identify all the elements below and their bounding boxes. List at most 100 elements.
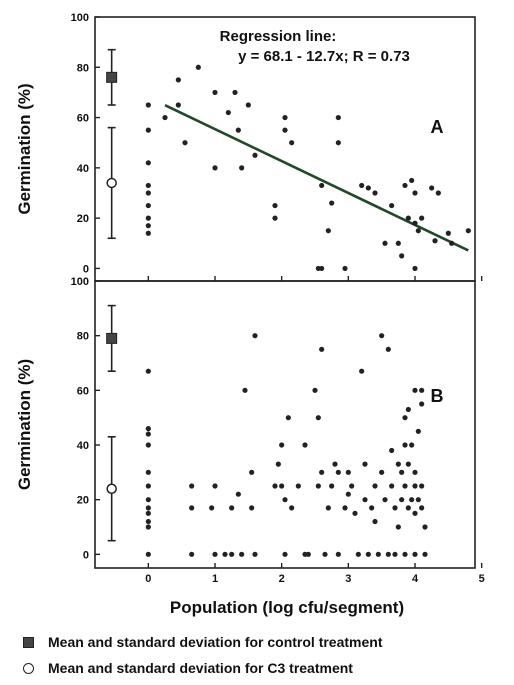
data-point-b-44 [319,469,325,475]
data-point-a-3 [145,182,151,189]
data-point-b-46 [325,505,331,511]
data-point-b-33 [282,551,288,557]
data-point-b-7 [145,505,151,511]
data-point-a-17 [232,89,238,96]
legend-label-control: Mean and standard deviation for control … [48,634,383,650]
data-point-b-78 [402,483,408,489]
data-point-a-26 [289,140,295,146]
open-circle-icon [22,662,34,674]
data-point-b-37 [302,442,308,448]
data-point-a-1 [145,127,151,133]
data-point-b-88 [412,510,418,516]
y-tick-label-a-1: 20 [77,213,89,225]
data-point-b-81 [405,461,411,467]
data-point-b-66 [379,469,385,475]
x-axis-label: Population (log cfu/segment) [170,598,404,617]
data-point-b-40 [312,387,318,393]
data-point-b-67 [382,497,388,503]
data-point-b-83 [409,442,415,448]
data-point-a-11 [175,102,181,108]
x-tick-label-b-4: 4 [412,573,419,585]
panel-label-a: A [431,117,444,137]
data-point-a-36 [365,185,371,191]
y-tick-label-b-3: 60 [77,385,89,397]
regression-line [164,104,469,252]
panel-a: 0 20 40 60 80 100 Germination (%) A Regression l… [15,12,483,282]
data-point-b-63 [372,518,378,525]
data-point-a-30 [325,228,331,234]
data-point-b-42 [315,483,321,489]
y-tick-label-a-3: 60 [77,113,89,125]
data-point-a-33 [335,140,341,146]
c3-mean-marker-b [106,483,117,494]
y-tick-label-b-1: 20 [77,495,89,507]
data-point-a-20 [245,102,251,108]
data-point-a-18 [235,127,241,133]
data-point-b-35 [289,505,295,511]
legend-item-c3: Mean and standard deviation for C3 treat… [16,658,353,678]
data-point-a-25 [282,127,288,133]
data-point-b-48 [332,461,338,467]
data-point-b-80 [405,406,411,413]
data-point-a-55 [465,228,471,234]
data-point-b-25 [249,505,255,511]
data-point-a-4 [145,190,151,196]
data-point-a-46 [412,220,418,226]
data-point-b-24 [249,469,255,475]
data-point-a-52 [435,190,441,196]
data-point-b-6 [145,497,151,503]
data-point-b-73 [395,524,401,530]
data-point-b-43 [319,346,325,352]
data-point-b-22 [239,551,245,557]
data-point-a-28 [319,265,325,272]
data-point-b-8 [145,510,151,516]
data-point-b-79 [402,551,408,557]
data-point-b-4 [145,469,151,475]
data-point-a-2 [145,160,151,166]
data-point-a-38 [382,240,388,246]
data-point-a-44 [409,177,415,184]
data-point-a-51 [432,238,438,244]
data-point-b-11 [145,551,151,557]
data-point-a-7 [145,223,151,229]
data-point-a-39 [389,202,395,209]
data-point-b-12 [189,483,195,489]
data-point-b-10 [145,524,151,530]
data-point-a-5 [145,202,151,209]
data-point-b-75 [399,497,405,503]
data-point-a-23 [272,215,278,221]
data-point-b-69 [385,551,391,557]
data-point-b-9 [145,518,151,525]
data-point-b-92 [419,401,425,407]
data-point-a-54 [449,240,455,246]
data-point-b-28 [272,483,278,489]
data-point-b-90 [415,428,421,434]
data-point-b-15 [209,505,215,511]
data-point-b-3 [145,442,151,448]
control-mean-marker-b [106,332,118,344]
data-point-a-10 [175,77,181,83]
data-point-b-86 [412,469,418,475]
data-point-b-77 [402,442,408,448]
data-point-a-48 [415,228,421,234]
panel-label-b: B [431,386,444,406]
data-point-b-34 [285,415,291,421]
data-point-a-42 [402,182,408,189]
data-point-b-98 [395,461,401,467]
data-point-b-54 [349,483,355,489]
y-tick-label-a-5: 100 [71,12,89,24]
data-point-b-16 [212,483,218,489]
data-point-a-34 [342,265,348,272]
data-point-b-19 [229,505,235,511]
legend-item-control: Mean and standard deviation for control … [16,632,383,652]
data-point-b-60 [365,551,371,557]
y-tick-label-a-2: 40 [77,163,89,175]
data-point-b-32 [282,497,288,503]
data-point-b-96 [422,524,428,530]
data-point-a-12 [182,140,188,146]
data-point-a-21 [252,152,258,158]
data-point-a-32 [335,114,341,121]
regression-equation: y = 68.1 - 12.7x; R = 0.73 [238,48,410,65]
data-point-b-36 [295,483,301,489]
